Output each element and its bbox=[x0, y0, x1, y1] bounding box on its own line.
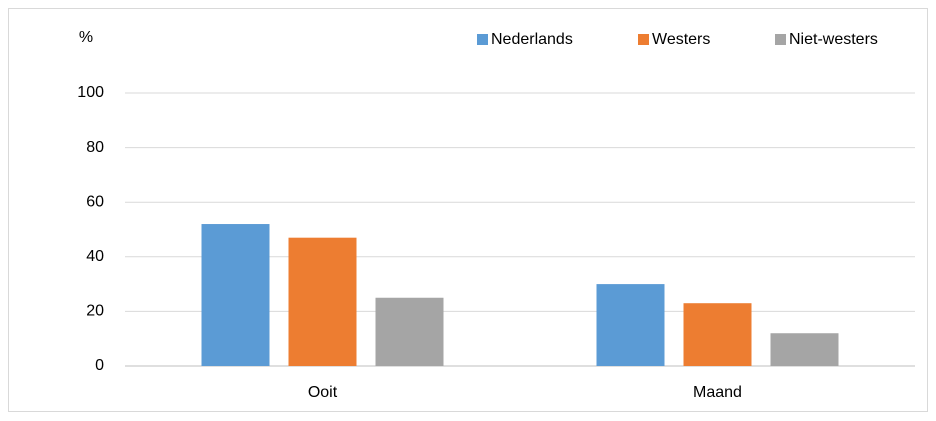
legend-swatch bbox=[775, 34, 786, 45]
y-axis-label: % bbox=[79, 29, 93, 46]
y-tick-label: 0 bbox=[95, 357, 104, 374]
legend-label: Westers bbox=[652, 31, 710, 48]
y-tick-label: 60 bbox=[86, 193, 104, 210]
y-tick-label: 20 bbox=[86, 303, 104, 320]
legend-label: Nederlands bbox=[491, 31, 573, 48]
bar bbox=[288, 237, 357, 366]
bar bbox=[375, 297, 444, 366]
legend-swatch bbox=[638, 34, 649, 45]
legend-swatch bbox=[477, 34, 488, 45]
y-tick-label: 100 bbox=[77, 84, 104, 101]
bar bbox=[770, 333, 839, 366]
bar bbox=[596, 284, 665, 366]
y-tick-label: 80 bbox=[86, 139, 104, 156]
y-tick-label: 40 bbox=[86, 248, 104, 265]
bar bbox=[683, 303, 752, 366]
bar bbox=[201, 224, 270, 366]
x-tick-label: Ooit bbox=[308, 384, 338, 401]
legend-label: Niet-westers bbox=[789, 31, 878, 48]
x-tick-label: Maand bbox=[693, 384, 742, 401]
